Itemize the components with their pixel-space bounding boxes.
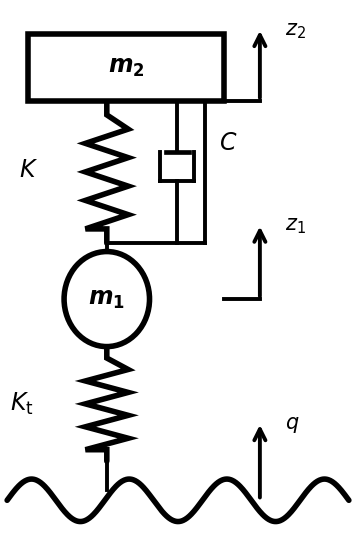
Bar [28,34,224,101]
Text: $\bfit{m}_\mathbf{2}$: $\bfit{m}_\mathbf{2}$ [108,55,145,79]
Text: $z_2$: $z_2$ [285,21,306,41]
Text: $K$: $K$ [19,159,38,182]
Ellipse shape [64,252,150,347]
Text: $z_1$: $z_1$ [285,216,306,236]
Text: $C$: $C$ [219,131,237,154]
Text: $\bfit{m}_\mathbf{1}$: $\bfit{m}_\mathbf{1}$ [88,287,125,311]
Text: $K_\mathrm{t}$: $K_\mathrm{t}$ [10,391,33,416]
Text: $q$: $q$ [285,415,299,435]
